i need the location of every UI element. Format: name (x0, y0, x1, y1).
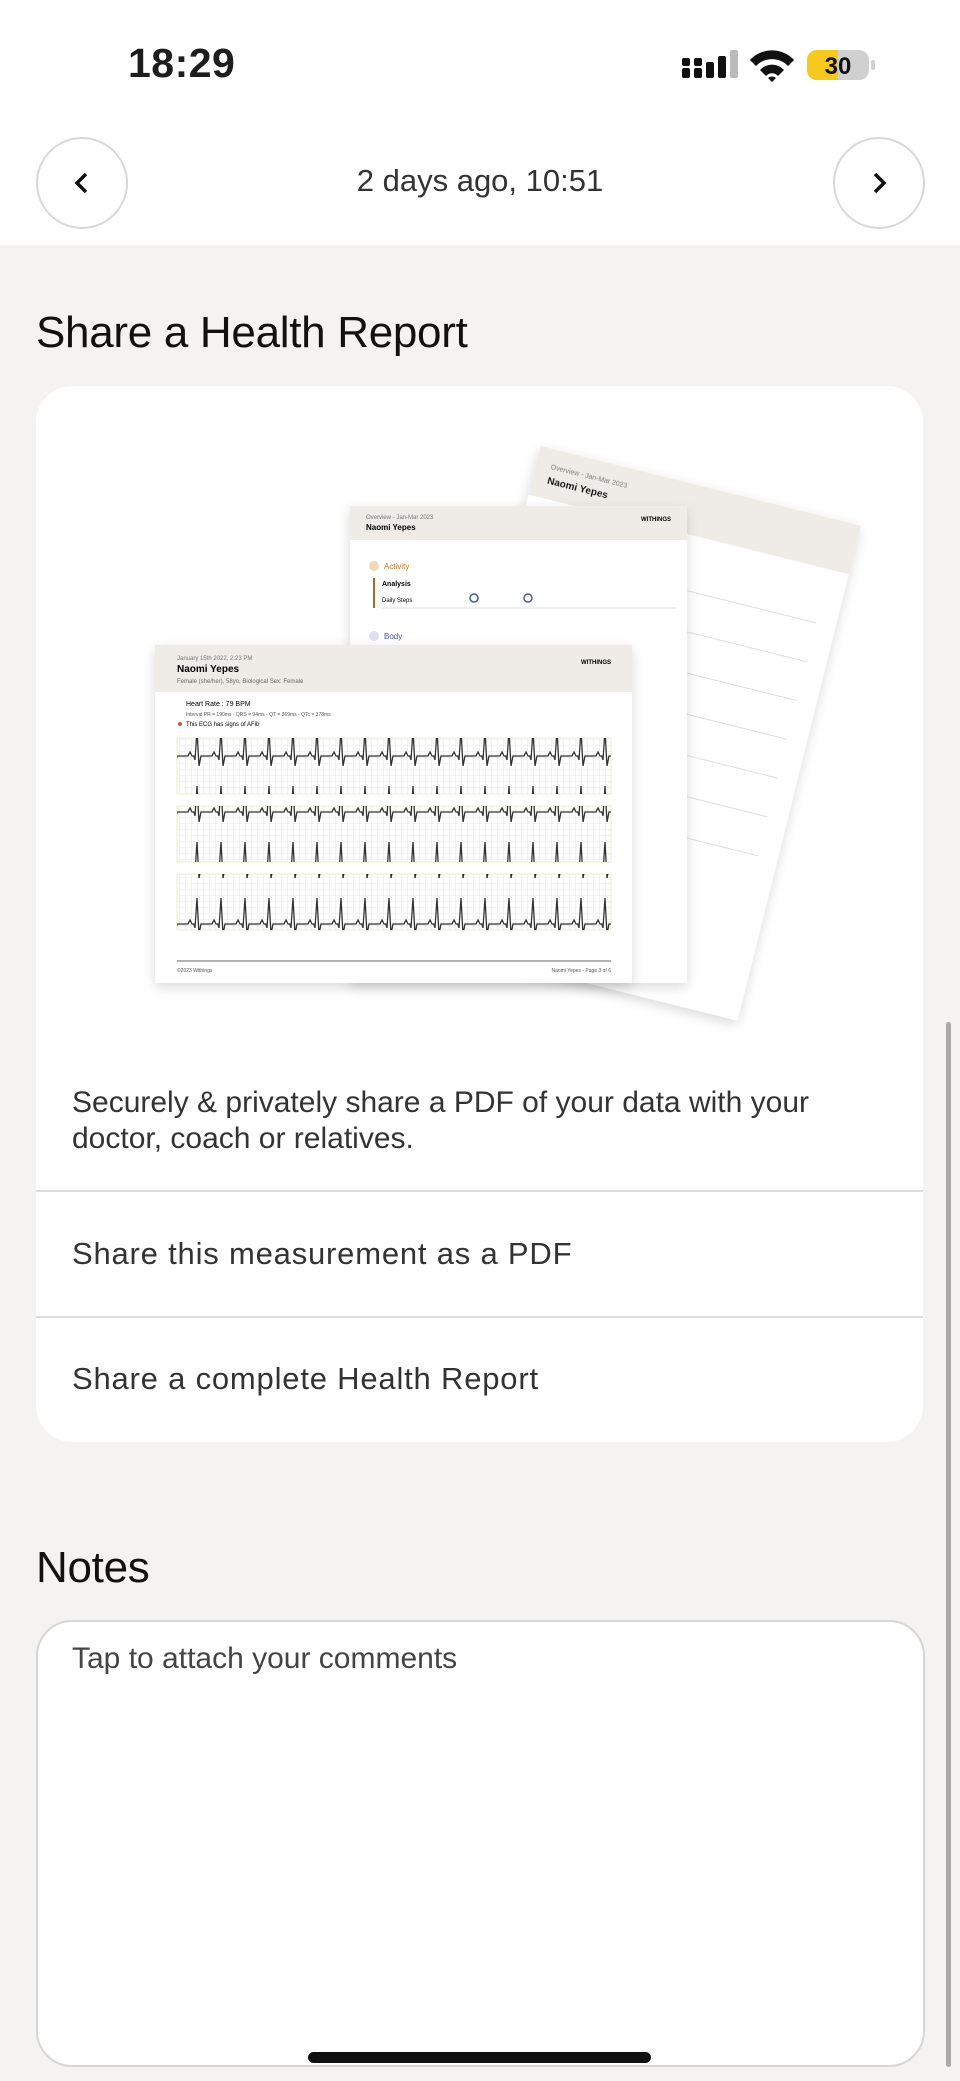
header: 18:29 30 2 days ago, 10:51 (0, 0, 960, 245)
status-time: 18:29 (128, 40, 236, 86)
front-page: Naomi Yepes - Page 3 of 6 (552, 968, 612, 974)
share-description: Securely & privately share a PDF of your… (72, 1086, 809, 1155)
mid-body: Body (384, 632, 402, 641)
nav-title: 2 days ago, 10:51 (356, 163, 604, 198)
notes-placeholder: Tap to attach your comments (72, 1642, 458, 1675)
share-measurement-button[interactable]: Share this measurement as a PDF (36, 1192, 923, 1316)
section-title: Share a Health Report (36, 308, 468, 357)
front-brand: WITHINGS (581, 660, 611, 666)
status-icons: 30 (682, 50, 875, 82)
battery-level: 30 (825, 53, 852, 80)
mid-daily-steps: Daily Steps (382, 598, 412, 604)
front-intervals: Interval PR = 190ms - QRS = 94ms - QT = … (186, 712, 331, 718)
divider (36, 1316, 923, 1318)
front-date: January 15th 2022, 2:23 PM (177, 656, 252, 662)
next-button[interactable] (833, 137, 925, 229)
mid-overview: Overview - Jan-Mar 2023 (366, 515, 434, 521)
mid-brand: WITHINGS (641, 517, 671, 523)
front-heart-rate: Heart Rate : 79 BPM (186, 701, 251, 708)
front-copyright: ©2023 Withings (177, 967, 213, 974)
option-label: Share this measurement as a PDF (72, 1236, 573, 1271)
option-label: Share a complete Health Report (72, 1361, 539, 1396)
share-report-button[interactable]: Share a complete Health Report (36, 1318, 923, 1442)
notes-title: Notes (36, 1543, 150, 1592)
chevron-left (74, 172, 88, 194)
front-details: Female (she/her), 58yo, Biological Sex: … (177, 679, 304, 685)
divider (36, 1190, 923, 1192)
share-card: Overview - Jan-Mar 2023 Naomi Yepes Over… (36, 386, 923, 1442)
front-name: Naomi Yepes (177, 664, 240, 675)
home-indicator (308, 2052, 651, 2063)
report-preview: Overview - Jan-Mar 2023 Naomi Yepes Over… (155, 445, 861, 1021)
mid-analysis: Analysis (382, 581, 411, 588)
mid-activity: Activity (384, 562, 409, 571)
scrollbar (946, 1022, 951, 2067)
notes-input[interactable]: Tap to attach your comments (36, 1620, 925, 2067)
mid-name: Naomi Yepes (366, 523, 416, 532)
previous-button[interactable] (36, 137, 128, 229)
chevron-right (873, 172, 887, 194)
front-finding: This ECG has signs of AFib (186, 722, 260, 728)
